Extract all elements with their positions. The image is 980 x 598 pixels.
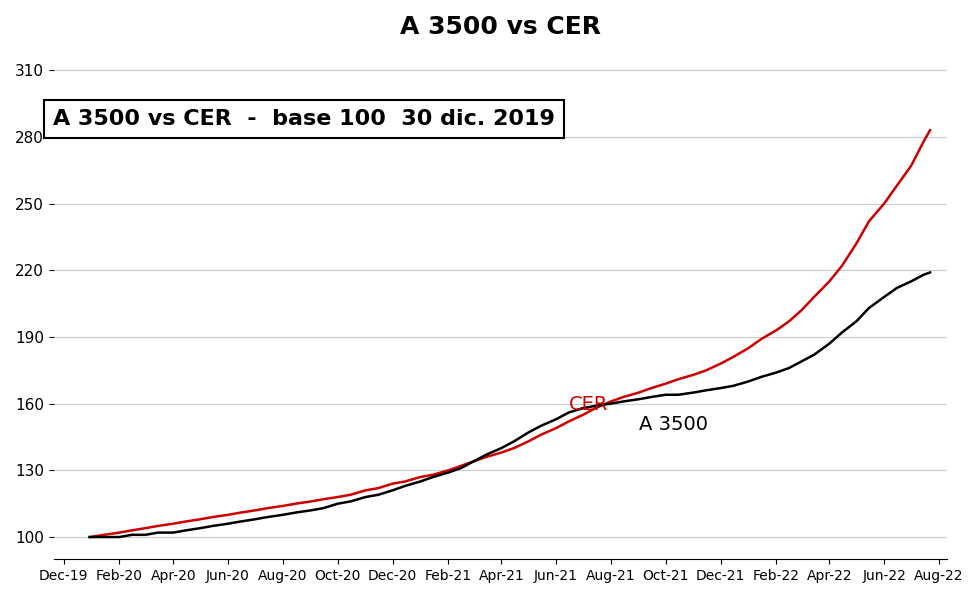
Text: A 3500: A 3500 xyxy=(639,416,708,434)
Text: A 3500 vs CER  -  base 100  30 dic. 2019: A 3500 vs CER - base 100 30 dic. 2019 xyxy=(53,109,555,129)
Title: A 3500 vs CER: A 3500 vs CER xyxy=(400,15,601,39)
Text: CER: CER xyxy=(568,395,609,414)
